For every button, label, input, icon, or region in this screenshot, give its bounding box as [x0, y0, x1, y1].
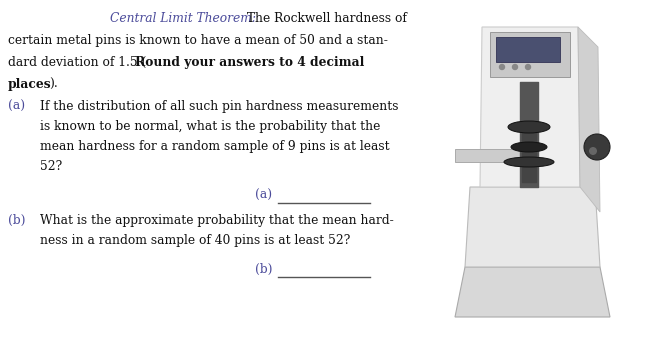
Text: mean hardness for a random sample of 9 pins is at least: mean hardness for a random sample of 9 p… — [40, 140, 389, 153]
Ellipse shape — [504, 157, 554, 167]
Text: (a): (a) — [8, 100, 25, 113]
Polygon shape — [496, 37, 560, 62]
Circle shape — [499, 65, 504, 70]
Text: ness in a random sample of 40 pins is at least 52?: ness in a random sample of 40 pins is at… — [40, 234, 350, 247]
Text: Round your answers to 4 decimal: Round your answers to 4 decimal — [135, 56, 365, 69]
Ellipse shape — [508, 121, 550, 133]
Text: (b): (b) — [255, 263, 272, 276]
Text: 52?: 52? — [40, 160, 62, 173]
Circle shape — [589, 147, 597, 155]
Polygon shape — [455, 267, 610, 317]
Text: places: places — [8, 78, 51, 91]
Circle shape — [512, 65, 517, 70]
Polygon shape — [490, 32, 570, 77]
Text: ).: ). — [49, 78, 58, 91]
Text: certain metal pins is known to have a mean of 50 and a stan-: certain metal pins is known to have a me… — [8, 34, 388, 47]
Text: (a): (a) — [255, 189, 272, 202]
Polygon shape — [465, 187, 600, 267]
Circle shape — [584, 134, 610, 160]
Text: is known to be normal, what is the probability that the: is known to be normal, what is the proba… — [40, 120, 380, 133]
Text: If the distribution of all such pin hardness measurements: If the distribution of all such pin hard… — [40, 100, 398, 113]
Ellipse shape — [511, 142, 547, 152]
Text: The Rockwell hardness of: The Rockwell hardness of — [243, 12, 407, 25]
Text: (b): (b) — [8, 214, 25, 227]
Text: dard deviation of 1.5 (: dard deviation of 1.5 ( — [8, 56, 146, 69]
Polygon shape — [480, 27, 580, 187]
Circle shape — [525, 65, 530, 70]
Polygon shape — [455, 149, 530, 162]
Text: What is the approximate probability that the mean hard-: What is the approximate probability that… — [40, 214, 394, 227]
Polygon shape — [578, 27, 600, 212]
Text: Central Limit Theorem:: Central Limit Theorem: — [110, 12, 256, 25]
